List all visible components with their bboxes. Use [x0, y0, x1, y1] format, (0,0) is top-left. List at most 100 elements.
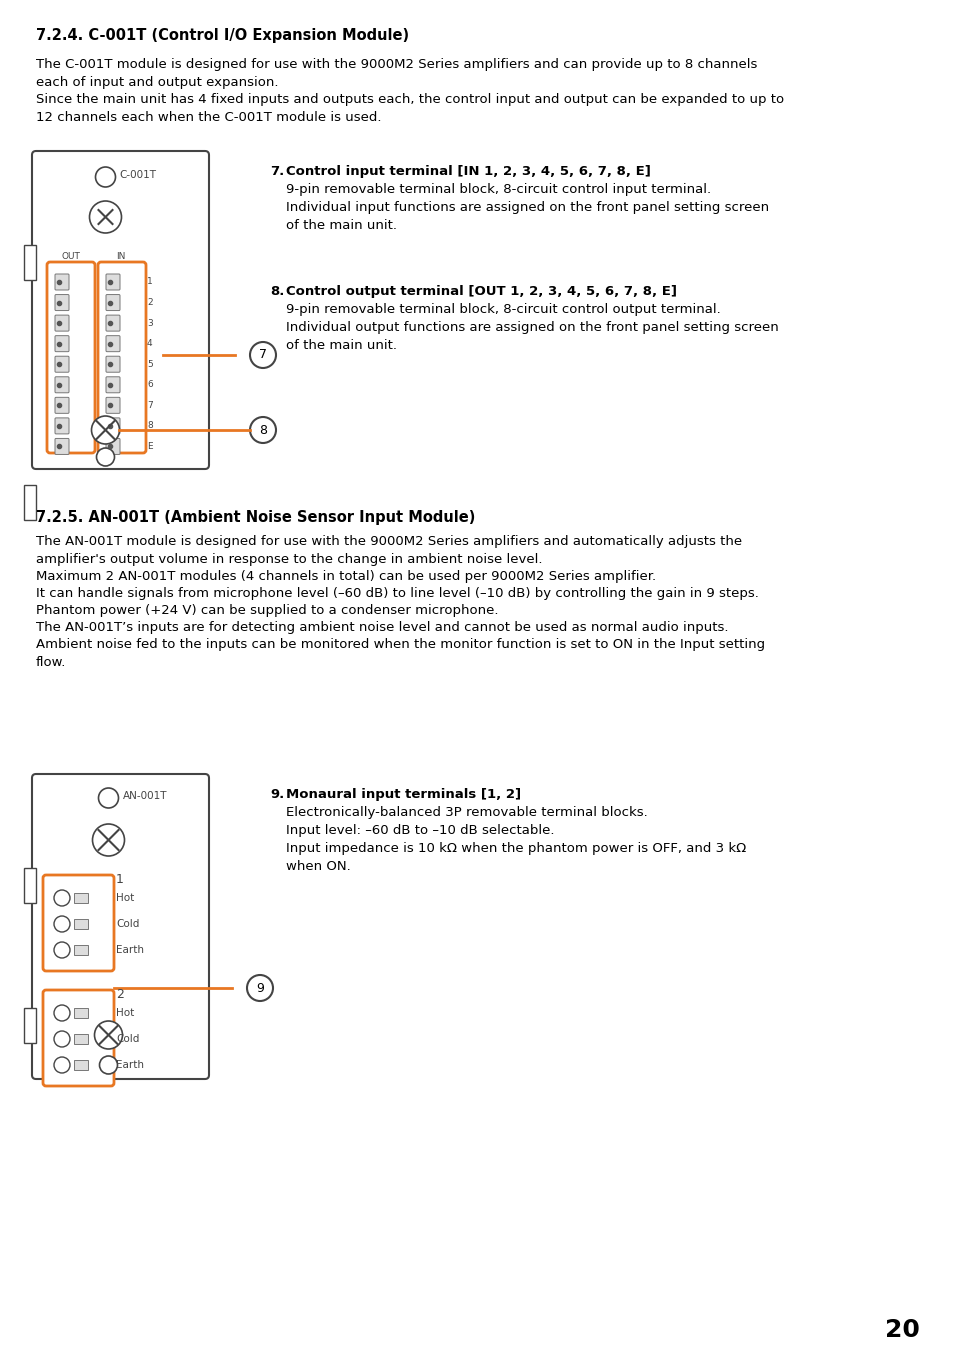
FancyBboxPatch shape [55, 397, 69, 413]
Text: Earth: Earth [116, 1061, 144, 1070]
Bar [74, 1034, 88, 1044]
Text: Since the main unit has 4 fixed inputs and outputs each, the control input and o: Since the main unit has 4 fixed inputs a… [36, 93, 783, 105]
Text: Electronically-balanced 3P removable terminal blocks.: Electronically-balanced 3P removable ter… [286, 807, 647, 819]
Text: Individual input functions are assigned on the front panel setting screen: Individual input functions are assigned … [286, 201, 768, 213]
Text: The C-001T module is designed for use with the 9000M2 Series amplifiers and can : The C-001T module is designed for use wi… [36, 58, 757, 72]
Circle shape [54, 1005, 70, 1021]
Text: Hot: Hot [116, 893, 134, 902]
FancyBboxPatch shape [106, 439, 120, 454]
FancyBboxPatch shape [106, 274, 120, 290]
FancyBboxPatch shape [106, 295, 120, 311]
FancyBboxPatch shape [55, 274, 69, 290]
FancyBboxPatch shape [55, 335, 69, 351]
Circle shape [54, 1056, 70, 1073]
Text: of the main unit.: of the main unit. [286, 339, 396, 353]
Circle shape [98, 788, 118, 808]
FancyBboxPatch shape [106, 397, 120, 413]
Circle shape [90, 201, 121, 232]
Text: 7.: 7. [270, 165, 284, 178]
Text: 7: 7 [258, 349, 267, 362]
FancyBboxPatch shape [98, 262, 146, 453]
FancyBboxPatch shape [55, 439, 69, 454]
Bar [24, 867, 36, 902]
Text: The AN-001T module is designed for use with the 9000M2 Series amplifiers and aut: The AN-001T module is designed for use w… [36, 535, 741, 549]
Text: Cold: Cold [116, 1034, 139, 1044]
Text: 1: 1 [147, 277, 152, 286]
Circle shape [95, 168, 115, 186]
Text: E: E [147, 442, 152, 451]
Circle shape [54, 890, 70, 907]
Text: IN: IN [116, 253, 126, 261]
Text: of the main unit.: of the main unit. [286, 219, 396, 232]
Text: 9-pin removable terminal block, 8-circuit control input terminal.: 9-pin removable terminal block, 8-circui… [286, 182, 710, 196]
FancyBboxPatch shape [55, 377, 69, 393]
Text: 3: 3 [147, 319, 152, 327]
Bar [24, 485, 36, 520]
Text: 2: 2 [147, 299, 152, 307]
Circle shape [94, 1021, 122, 1048]
Circle shape [91, 416, 119, 444]
Text: The AN-001T’s inputs are for detecting ambient noise level and cannot be used as: The AN-001T’s inputs are for detecting a… [36, 621, 728, 634]
Text: amplifier's output volume in response to the change in ambient noise level.: amplifier's output volume in response to… [36, 553, 542, 566]
Text: Input level: –60 dB to –10 dB selectable.: Input level: –60 dB to –10 dB selectable… [286, 824, 554, 838]
Text: Earth: Earth [116, 944, 144, 955]
Text: 9: 9 [255, 981, 264, 994]
Text: It can handle signals from microphone level (–60 dB) to line level (–10 dB) by c: It can handle signals from microphone le… [36, 586, 758, 600]
FancyBboxPatch shape [106, 417, 120, 434]
Bar [74, 1061, 88, 1070]
Text: Control input terminal [IN 1, 2, 3, 4, 5, 6, 7, 8, E]: Control input terminal [IN 1, 2, 3, 4, 5… [286, 165, 650, 178]
Text: Hot: Hot [116, 1008, 134, 1019]
FancyBboxPatch shape [47, 262, 95, 453]
Text: when ON.: when ON. [286, 861, 351, 873]
Text: 12 channels each when the C-001T module is used.: 12 channels each when the C-001T module … [36, 111, 381, 124]
FancyBboxPatch shape [43, 875, 113, 971]
Text: 6: 6 [147, 380, 152, 389]
Text: 2: 2 [116, 988, 124, 1001]
Text: OUT: OUT [62, 253, 80, 261]
Text: 20: 20 [884, 1319, 919, 1342]
FancyBboxPatch shape [32, 774, 209, 1079]
Circle shape [247, 975, 273, 1001]
Text: Input impedance is 10 kΩ when the phantom power is OFF, and 3 kΩ: Input impedance is 10 kΩ when the phanto… [286, 842, 745, 855]
Text: 8.: 8. [270, 285, 284, 299]
Bar [74, 919, 88, 929]
Circle shape [250, 417, 275, 443]
Text: Phantom power (+24 V) can be supplied to a condenser microphone.: Phantom power (+24 V) can be supplied to… [36, 604, 498, 617]
Text: flow.: flow. [36, 657, 67, 669]
Text: AN-001T: AN-001T [122, 790, 167, 801]
Text: 7: 7 [147, 401, 152, 409]
Text: C-001T: C-001T [119, 170, 156, 180]
Text: Control output terminal [OUT 1, 2, 3, 4, 5, 6, 7, 8, E]: Control output terminal [OUT 1, 2, 3, 4,… [286, 285, 677, 299]
Text: 9-pin removable terminal block, 8-circuit control output terminal.: 9-pin removable terminal block, 8-circui… [286, 303, 720, 316]
Bar [74, 893, 88, 902]
FancyBboxPatch shape [55, 417, 69, 434]
FancyBboxPatch shape [55, 357, 69, 373]
Text: 5: 5 [147, 359, 152, 369]
Text: 9.: 9. [270, 788, 284, 801]
Text: 8: 8 [258, 423, 267, 436]
FancyBboxPatch shape [32, 151, 209, 469]
Text: 1: 1 [116, 873, 124, 886]
Text: 8: 8 [147, 422, 152, 431]
Text: Maximum 2 AN-001T modules (4 channels in total) can be used per 9000M2 Series am: Maximum 2 AN-001T modules (4 channels in… [36, 570, 656, 584]
Bar [74, 944, 88, 955]
FancyBboxPatch shape [106, 315, 120, 331]
Text: Cold: Cold [116, 919, 139, 929]
FancyBboxPatch shape [106, 357, 120, 373]
FancyBboxPatch shape [43, 990, 113, 1086]
FancyBboxPatch shape [106, 335, 120, 351]
Text: 7.2.5. AN-001T (Ambient Noise Sensor Input Module): 7.2.5. AN-001T (Ambient Noise Sensor Inp… [36, 509, 475, 526]
Circle shape [250, 342, 275, 367]
FancyBboxPatch shape [55, 315, 69, 331]
Bar [24, 1008, 36, 1043]
Text: Ambient noise fed to the inputs can be monitored when the monitor function is se: Ambient noise fed to the inputs can be m… [36, 638, 764, 651]
Circle shape [99, 1056, 117, 1074]
Circle shape [54, 916, 70, 932]
Bar [74, 1008, 88, 1019]
Bar [24, 245, 36, 280]
Circle shape [54, 942, 70, 958]
Text: Individual output functions are assigned on the front panel setting screen: Individual output functions are assigned… [286, 322, 778, 334]
FancyBboxPatch shape [55, 295, 69, 311]
Circle shape [96, 449, 114, 466]
Text: 4: 4 [147, 339, 152, 349]
